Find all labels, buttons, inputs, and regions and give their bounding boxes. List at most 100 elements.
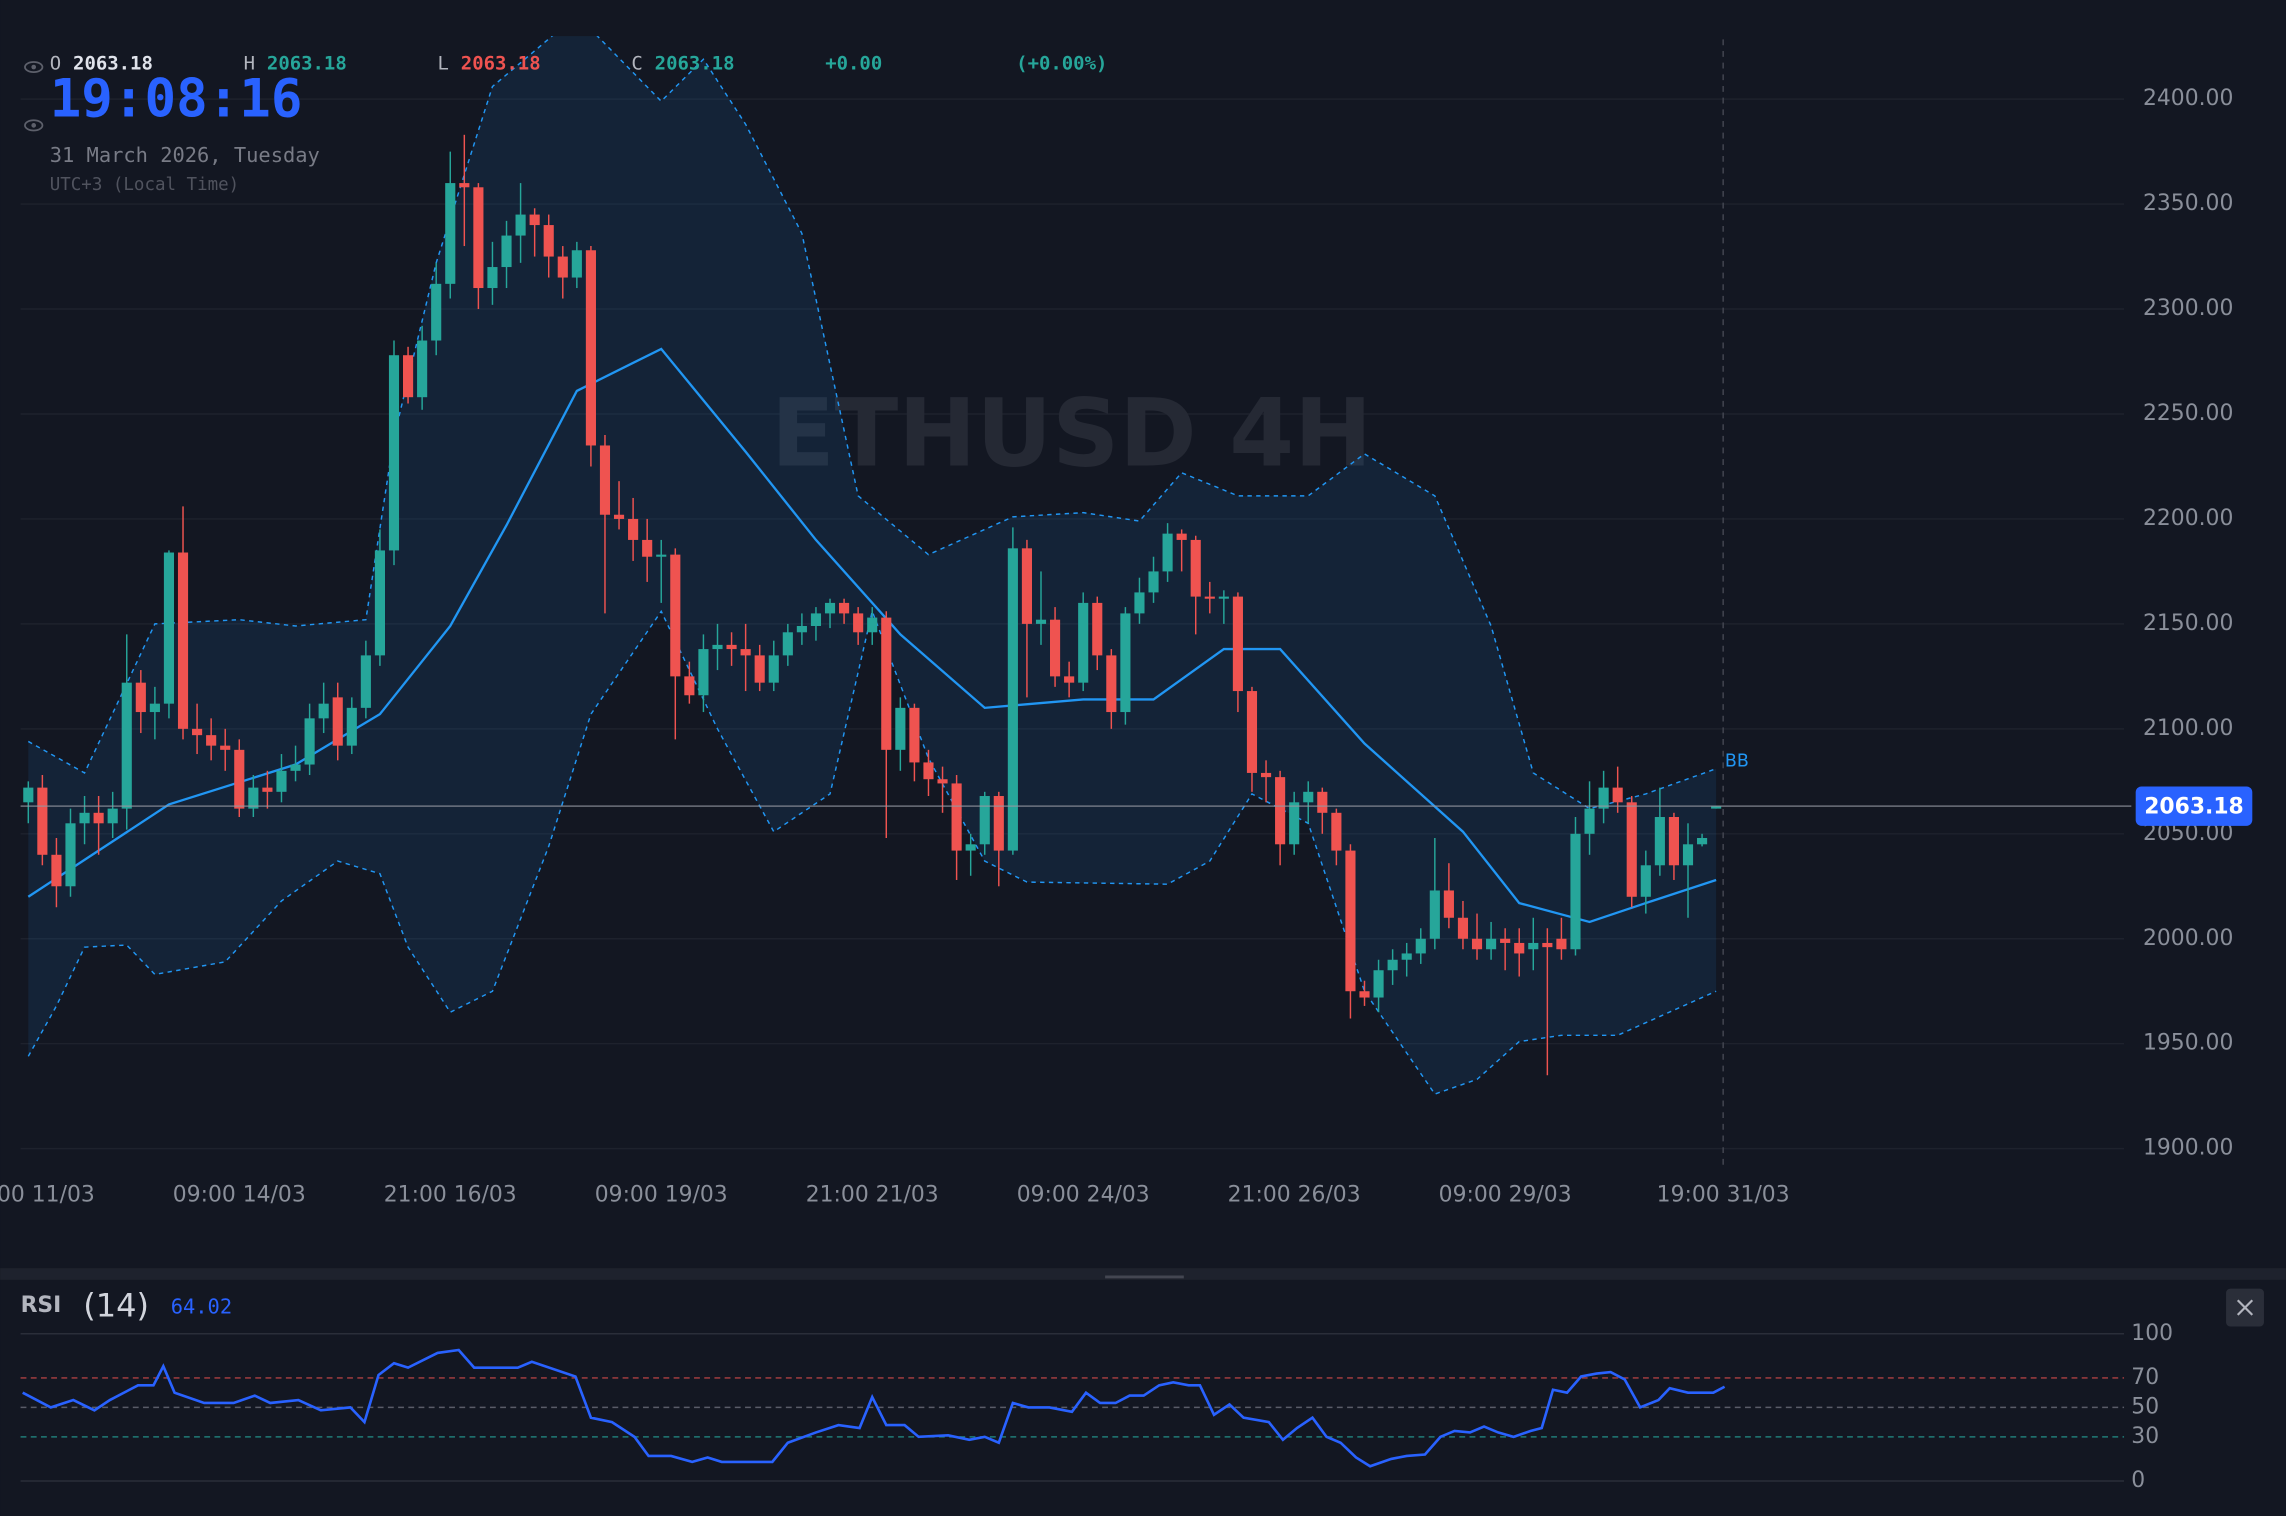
candle-body: [1471, 938, 1483, 950]
candle-body: [543, 225, 554, 257]
candle-body: [459, 183, 470, 188]
candle-body: [698, 649, 709, 696]
candle-body: [557, 256, 568, 278]
candle-body: [642, 539, 653, 557]
candle-body: [585, 250, 596, 446]
candle-body: [1303, 791, 1314, 803]
candle-body: [1359, 991, 1370, 998]
bb-label: BB: [1725, 751, 1749, 771]
candle-body: [65, 823, 76, 887]
rsi-period: (14): [83, 1287, 149, 1325]
y-tick-label: 2150.00: [2143, 611, 2233, 636]
y-tick-label: 2350.00: [2143, 191, 2233, 216]
candle-body: [1246, 691, 1258, 773]
candle-body: [1612, 787, 1623, 803]
candle-body: [768, 655, 779, 683]
candle-body: [473, 187, 484, 289]
rsi-line: [22, 1348, 1726, 1468]
watermark: ETHUSD 4H: [771, 380, 1372, 489]
bb-middle: [27, 347, 1717, 924]
price-plot: [23, 36, 1722, 1095]
candle-body: [276, 770, 287, 792]
candle-body: [1064, 676, 1075, 683]
candle-body: [824, 602, 836, 614]
candle-body: [796, 625, 807, 633]
candle-body: [1260, 772, 1272, 778]
candle-body: [121, 682, 132, 809]
candle-body: [965, 844, 976, 851]
x-tick-label: 09:00 14/03: [173, 1182, 306, 1207]
x-tick-label: 21:00 26/03: [1228, 1182, 1361, 1207]
candle-body: [571, 250, 582, 278]
candle-body: [220, 745, 231, 750]
pane-divider[interactable]: [0, 1268, 2286, 1280]
candle-body: [1528, 942, 1539, 950]
candle-body: [318, 703, 329, 719]
legend-key: H: [244, 53, 255, 75]
candle-body: [853, 613, 864, 633]
x-tick-label: 09:00 19/03: [595, 1182, 728, 1207]
candle-body: [909, 707, 920, 763]
y-tick-label: 1950.00: [2143, 1031, 2233, 1056]
candle-body: [1331, 812, 1342, 851]
candle-body: [445, 183, 456, 284]
y-tick-label: 30: [2131, 1424, 2159, 1449]
candle-body: [810, 613, 822, 626]
y-tick-label: 2200.00: [2143, 506, 2233, 531]
candle-body: [515, 214, 526, 236]
candle-body: [388, 355, 400, 551]
clock-date: 31 March 2026, Tuesday: [50, 143, 320, 167]
candle-body: [1148, 571, 1159, 593]
candle-body: [895, 707, 906, 750]
bb-upper: [27, 36, 1717, 810]
candle-body: [1373, 970, 1384, 998]
legend-key: L: [437, 53, 448, 75]
candle-body: [1556, 938, 1567, 950]
candle-body: [1317, 791, 1328, 813]
x-tick-label: 09:00 24/03: [1017, 1182, 1150, 1207]
rsi-title: RSI: [21, 1293, 62, 1318]
candle-body: [1584, 808, 1595, 834]
candle-body: [1486, 938, 1497, 950]
candle-body: [923, 762, 934, 780]
candle-body: [1218, 596, 1229, 599]
clock-time: 19:08:16: [50, 69, 303, 130]
eye-icon[interactable]: [24, 61, 44, 74]
candle-body: [163, 552, 175, 704]
candle-body: [501, 235, 512, 268]
candle-body: [726, 644, 737, 650]
y-tick-label: 50: [2131, 1394, 2159, 1419]
candle-body: [177, 552, 189, 729]
eye-icon[interactable]: [24, 119, 44, 132]
x-tick-label: 21:00 16/03: [384, 1182, 517, 1207]
candle-body: [1457, 917, 1469, 939]
x-tick-label: 21:00 21/03: [806, 1182, 939, 1207]
candle-body: [1711, 806, 1722, 809]
candle-body: [1514, 942, 1525, 954]
candle-body: [993, 796, 1004, 851]
candle-body: [346, 707, 357, 746]
candle-body: [867, 617, 878, 633]
candle-body: [1598, 787, 1609, 809]
candle-body: [487, 267, 498, 289]
candle-body: [881, 617, 892, 750]
candle-body: [684, 676, 695, 696]
candle-body: [1232, 596, 1243, 692]
candle-body: [782, 632, 793, 656]
candle-body: [1415, 938, 1426, 954]
candle-body: [1682, 844, 1694, 866]
candle-body: [1345, 850, 1356, 992]
candle-body: [1204, 596, 1215, 599]
candle-body: [670, 554, 681, 677]
candle-body: [1289, 802, 1300, 845]
close-button[interactable]: [2226, 1288, 2264, 1327]
y-tick-label: 1900.00: [2143, 1136, 2233, 1161]
y-tick-label: 2300.00: [2143, 296, 2233, 321]
candle-body: [206, 735, 217, 746]
candle-body: [1092, 602, 1103, 656]
candle-body: [1500, 938, 1511, 943]
last-price-box: [2135, 786, 2253, 826]
candle-body: [1162, 533, 1173, 572]
